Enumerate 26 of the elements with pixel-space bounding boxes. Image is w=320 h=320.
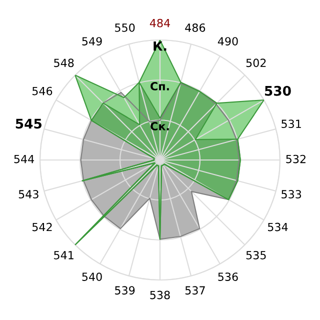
spoke-label: 542 xyxy=(32,222,52,232)
spoke-label: 550 xyxy=(115,23,135,32)
spoke-label: 534 xyxy=(268,222,288,232)
spoke-label: 548 xyxy=(54,58,74,68)
spoke-label: 539 xyxy=(115,286,135,295)
spoke-label: 484 xyxy=(150,18,170,28)
spoke-label: 536 xyxy=(218,272,238,281)
spoke-label: 530 xyxy=(265,86,291,96)
spoke-label: 543 xyxy=(18,190,38,198)
spoke-label: 533 xyxy=(282,190,302,198)
spoke-label: 490 xyxy=(218,37,238,46)
spoke-label: 502 xyxy=(246,58,266,68)
spoke-label: 544 xyxy=(14,154,34,164)
spoke-label: 486 xyxy=(185,23,206,32)
text: Сп. xyxy=(150,82,169,90)
text: К. xyxy=(154,42,166,51)
spoke-label: 549 xyxy=(82,37,102,46)
spoke-label: 532 xyxy=(286,154,306,164)
spoke-label: 540 xyxy=(82,272,102,281)
spoke-label: 531 xyxy=(282,120,301,128)
spoke-label: 538 xyxy=(150,290,170,300)
spoke-label: 541 xyxy=(54,251,74,260)
spoke-label: 546 xyxy=(32,86,52,96)
spoke-label: 545 xyxy=(16,118,42,129)
spoke-label: 535 xyxy=(246,250,266,260)
spoke-label: 537 xyxy=(185,286,205,295)
